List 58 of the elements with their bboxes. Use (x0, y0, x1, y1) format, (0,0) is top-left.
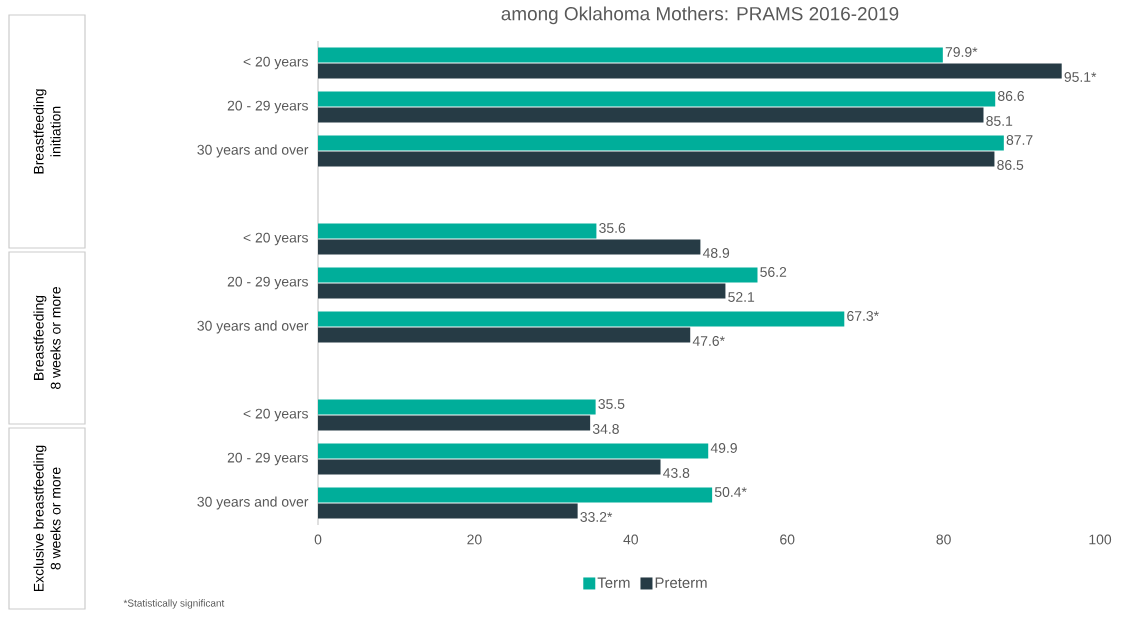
y-tick-label: < 20 years (243, 408, 308, 422)
data-label: 33.2* (580, 512, 613, 522)
bar (318, 503, 578, 519)
data-label: 34.8 (592, 424, 619, 434)
legend-label: Preterm (655, 577, 707, 588)
bar (318, 239, 701, 255)
data-label: 49.9 (710, 443, 737, 453)
data-label: 86.6 (998, 91, 1024, 101)
data-label: 86.5 (997, 160, 1024, 170)
bar (318, 283, 726, 299)
y-tick-label: 20 - 29 years (227, 100, 308, 114)
bar (318, 63, 1062, 79)
text: Exclusive breastfeeding 8 weeks or more (33, 445, 61, 591)
y-tick-label: < 20 years (243, 232, 308, 246)
x-tick-label: 40 (623, 534, 639, 545)
data-label: 87.7 (1006, 135, 1033, 145)
bar (318, 107, 984, 123)
data-label: 85.1 (986, 116, 1013, 126)
bar (318, 47, 943, 63)
bar (318, 267, 758, 283)
data-label: 35.5 (598, 399, 625, 409)
data-label: 50.4* (714, 487, 747, 497)
chart-title: among Oklahoma Mothers: PRAMS 2016-2019 (501, 6, 899, 25)
x-tick-label: 100 (1089, 534, 1112, 545)
x-tick-label: 80 (936, 534, 951, 545)
y-tick-label: 20 - 29 years (227, 276, 308, 290)
data-label: 52.1 (728, 292, 755, 302)
y-tick-label: 20 - 29 years (227, 452, 308, 466)
data-label: 35.6 (599, 223, 626, 233)
bar (318, 443, 709, 459)
bar (318, 91, 996, 107)
data-label: 95.1* (1064, 72, 1097, 82)
data-label: 67.3* (847, 311, 879, 321)
y-tick-label: < 20 years (243, 56, 308, 70)
bar (318, 487, 713, 503)
bar (318, 311, 845, 327)
bar (318, 327, 691, 343)
bar (318, 415, 591, 431)
legend-label: Term (597, 577, 630, 588)
data-label: 79.9* (945, 47, 978, 57)
y-tick-label: 30 years and over (197, 496, 309, 510)
data-label: 47.6* (692, 336, 725, 346)
bar (318, 151, 995, 167)
x-tick-label: 0 (314, 534, 322, 545)
y-tick-label: 30 years and over (197, 320, 309, 334)
y-tick-label: 30 years and over (197, 144, 309, 158)
bar (318, 135, 1004, 151)
bar (318, 399, 596, 415)
x-tick-label: 60 (780, 534, 795, 545)
data-label: 43.8 (663, 468, 690, 478)
data-label: 56.2 (760, 267, 787, 277)
bar (318, 459, 661, 475)
text: Breastfeeding 8 weeks or more (33, 287, 61, 389)
bar (318, 223, 597, 239)
text: Breastfeeding initiation (33, 89, 61, 174)
data-label: 48.9 (702, 248, 730, 258)
x-tick-label: 20 (467, 534, 482, 545)
text: *Statistically significant (123, 599, 225, 609)
